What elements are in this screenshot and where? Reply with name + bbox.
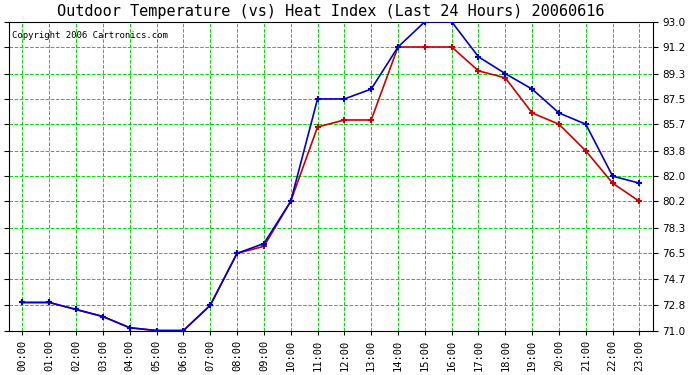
Text: Copyright 2006 Cartronics.com: Copyright 2006 Cartronics.com xyxy=(12,31,168,40)
Title: Outdoor Temperature (vs) Heat Index (Last 24 Hours) 20060616: Outdoor Temperature (vs) Heat Index (Las… xyxy=(57,4,604,19)
